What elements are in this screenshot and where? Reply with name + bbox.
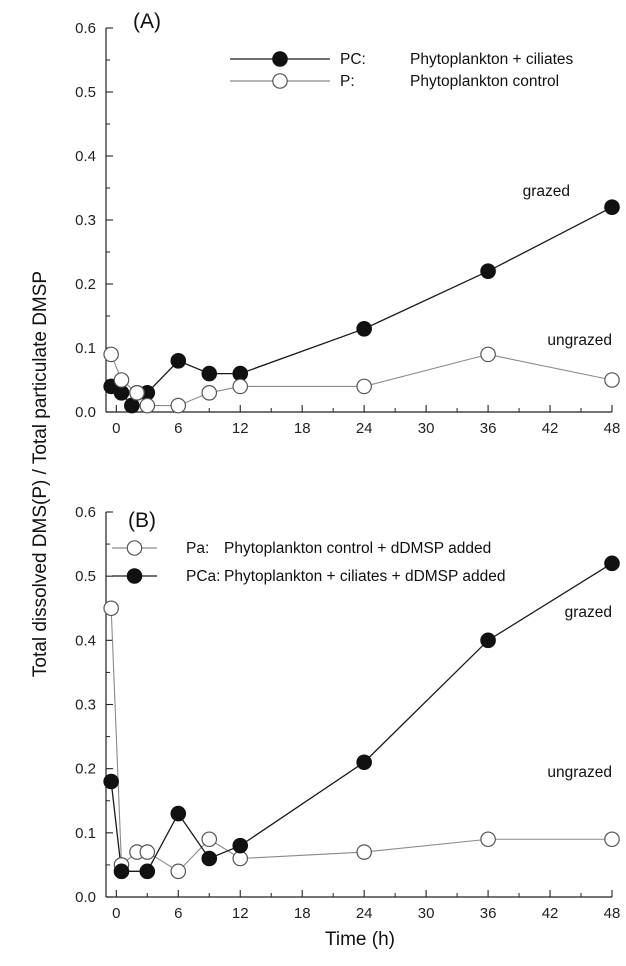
- x-tick-label: 30: [418, 420, 435, 437]
- y-tick-label: 0.1: [75, 825, 96, 842]
- x-tick-label: 0: [112, 420, 120, 437]
- chart-panel-a: 0.0 0.1 0.2 0.3 0.4 0.5 0.6 0 6 12 18 24 30 36 42 48 (A)…: [75, 10, 620, 437]
- legend-label: Phytoplankton + ciliates: [410, 51, 574, 68]
- x-axis-label: Time (h): [325, 929, 395, 950]
- x-tick-label: 6: [174, 905, 182, 922]
- x-tick-label: 0: [112, 905, 120, 922]
- x-tick-label: 18: [294, 420, 311, 437]
- data-point-pa: [480, 831, 496, 848]
- legend-code: PCa:: [186, 568, 220, 585]
- y-tick-label: 0.2: [75, 761, 96, 778]
- x-tick-label: 24: [356, 905, 373, 922]
- data-point-pca: [356, 754, 372, 771]
- data-point-pca: [201, 850, 218, 867]
- data-point-pa: [139, 844, 156, 860]
- data-point-pca: [170, 805, 187, 822]
- y-tick-label: 0.5: [75, 568, 96, 585]
- panel-label: (B): [128, 509, 156, 532]
- legend-marker: [126, 540, 143, 556]
- x-tick-label: 12: [232, 905, 249, 922]
- annotation-ungrazed: ungrazed: [547, 332, 612, 349]
- legend-label: Phytoplankton control: [410, 73, 559, 90]
- data-point-p: [129, 384, 145, 401]
- data-point-pc: [170, 352, 187, 369]
- data-point-pca: [113, 863, 130, 880]
- x-tick-label: 30: [418, 905, 435, 922]
- x-tick-label: 48: [604, 420, 621, 437]
- data-point-pa: [356, 844, 372, 860]
- data-point-p: [604, 372, 620, 388]
- x-tick-label: 42: [542, 905, 559, 922]
- series-line-pca: [110, 562, 613, 872]
- y-tick-label: 0.3: [75, 212, 96, 229]
- y-tick-label: 0.6: [75, 504, 96, 521]
- panel-label: (A): [133, 10, 161, 33]
- x-tick-label: 6: [174, 420, 182, 437]
- x-tick-label: 12: [232, 420, 249, 437]
- legend-marker: [126, 568, 143, 584]
- data-point-pca: [604, 555, 620, 572]
- data-point-pa: [604, 831, 620, 848]
- y-tick-label: 0.3: [75, 697, 96, 714]
- x-tick-label: 48: [604, 905, 621, 922]
- y-tick-label: 0.0: [75, 889, 96, 906]
- data-point-p: [113, 372, 130, 388]
- series-line-p: [110, 353, 613, 407]
- data-point-pca: [232, 837, 249, 854]
- y-tick-label: 0.4: [75, 148, 96, 165]
- x-tick-label: 18: [294, 905, 311, 922]
- annotation-grazed: grazed: [523, 183, 570, 200]
- x-tick-label: 42: [542, 420, 559, 437]
- data-point-p: [170, 397, 187, 414]
- series-line-pc: [110, 206, 613, 407]
- y-tick-label: 0.6: [75, 20, 96, 37]
- data-point-p: [232, 378, 249, 395]
- legend-marker: [272, 73, 288, 89]
- data-point-pa: [170, 863, 187, 880]
- data-point-pc: [356, 320, 372, 337]
- data-point-pc: [480, 263, 496, 279]
- data-point-pa: [201, 831, 218, 848]
- legend-marker: [272, 51, 288, 67]
- y-tick-label: 0.2: [75, 276, 96, 293]
- data-point-pc: [604, 199, 620, 215]
- data-point-p: [480, 346, 496, 363]
- data-point-pc: [201, 365, 218, 382]
- x-tick-label: 36: [480, 905, 497, 922]
- data-point-pa: [103, 600, 119, 617]
- data-point-p: [201, 384, 218, 401]
- y-tick-label: 0.5: [75, 84, 96, 101]
- legend-code: Pa:: [186, 540, 209, 557]
- data-point-pca: [103, 773, 119, 790]
- legend-label: Phytoplankton + ciliates + dDMSP added: [224, 568, 505, 585]
- data-point-p: [139, 397, 156, 414]
- y-axis-label: Total dissolved DMS(P) / Total particula…: [30, 271, 51, 677]
- annotation-grazed: grazed: [565, 604, 612, 621]
- legend-code: PC:: [340, 51, 366, 68]
- legend-code: P:: [340, 73, 355, 90]
- y-tick-label: 0.1: [75, 340, 96, 357]
- chart-panel-b: 0.0 0.1 0.2 0.3 0.4 0.5 0.6 0 6 12 18 24 30 36 42 48 (B)…: [75, 504, 620, 922]
- legend-label: Phytoplankton control + dDMSP added: [224, 540, 491, 557]
- data-point-p: [356, 378, 372, 395]
- x-tick-label: 24: [356, 420, 373, 437]
- y-tick-label: 0.4: [75, 632, 96, 649]
- x-tick-label: 36: [480, 420, 497, 437]
- data-point-pca: [139, 863, 156, 880]
- series-line-pa: [110, 608, 612, 873]
- y-tick-label: 0.0: [75, 404, 96, 421]
- data-point-pca: [480, 632, 496, 649]
- annotation-ungrazed: ungrazed: [547, 764, 612, 781]
- data-point-p: [103, 346, 119, 363]
